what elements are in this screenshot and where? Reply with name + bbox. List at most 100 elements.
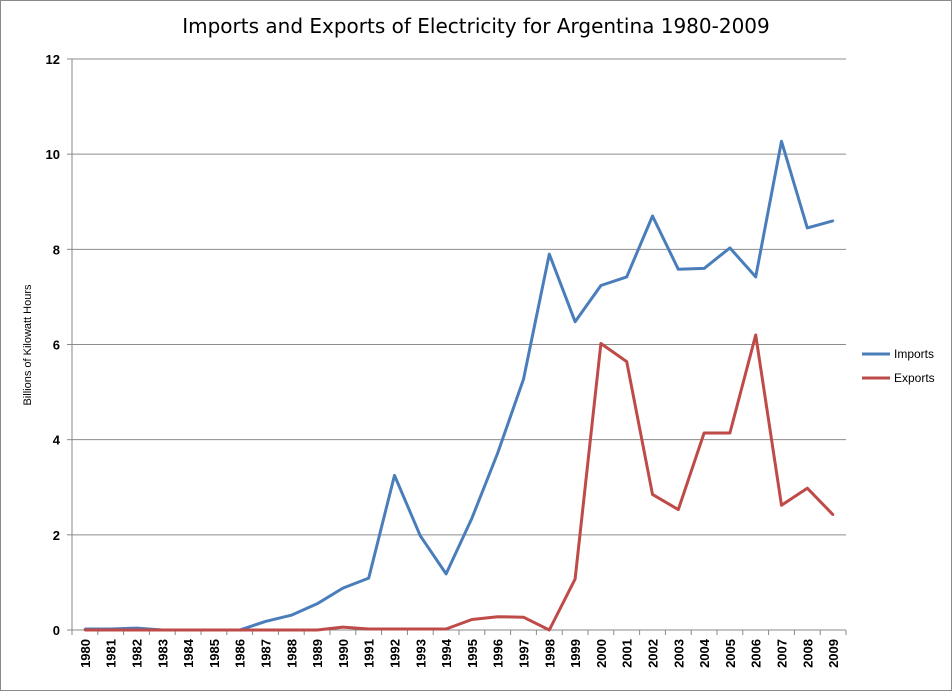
x-tick-label: 1984 (181, 638, 196, 668)
legend-label: Exports (894, 371, 935, 385)
x-tick-label: 1995 (465, 639, 480, 668)
data-point-imports (831, 219, 835, 222)
data-point-exports (264, 628, 267, 632)
y-tick-label: 2 (53, 528, 60, 543)
data-point-exports (599, 342, 603, 345)
y-axis-ticks: 0 2 4 6 8 10 12 (46, 52, 72, 638)
data-point-imports (522, 378, 525, 381)
x-tick-label: 1998 (542, 639, 557, 668)
x-tick-label: 1993 (413, 639, 428, 668)
data-point-exports (341, 625, 345, 629)
data-point-imports (677, 268, 680, 271)
x-tick-label: 2007 (775, 639, 790, 668)
y-tick-label: 12 (46, 52, 60, 67)
data-point-exports (651, 493, 654, 496)
x-tick-label: 1986 (233, 639, 248, 668)
data-point-imports (496, 451, 499, 455)
data-point-exports (806, 487, 809, 490)
data-point-imports (290, 614, 293, 617)
data-point-exports (444, 627, 448, 631)
data-point-exports (496, 615, 499, 618)
data-point-exports (315, 628, 319, 632)
x-tick-label: 1999 (568, 639, 583, 668)
data-point-imports (702, 267, 706, 270)
x-tick-label: 1985 (207, 639, 222, 668)
data-point-exports (625, 360, 628, 363)
data-point-exports (470, 618, 474, 621)
legend: Imports Exports (862, 347, 935, 385)
data-point-exports (393, 627, 396, 631)
data-point-imports (264, 620, 267, 623)
data-point-imports (470, 516, 474, 520)
x-tick-label: 2002 (646, 639, 661, 668)
data-point-exports (548, 628, 551, 632)
data-point-exports (290, 628, 293, 632)
x-tick-label: 2006 (749, 639, 764, 668)
data-point-exports (728, 431, 732, 435)
x-tick-label: 1990 (336, 639, 351, 668)
data-point-imports (573, 320, 577, 323)
x-tick-label: 1982 (130, 639, 145, 668)
x-tick-label: 1987 (259, 639, 274, 668)
data-point-exports (83, 628, 87, 632)
data-point-exports (419, 627, 422, 631)
x-tick-label: 1991 (362, 639, 377, 668)
data-point-imports (419, 534, 422, 537)
data-point-imports (444, 572, 448, 576)
data-point-exports (831, 513, 835, 517)
data-point-exports (238, 628, 241, 632)
data-point-imports (599, 284, 603, 287)
data-point-exports (367, 627, 370, 631)
data-point-imports (754, 275, 757, 279)
x-tick-label: 2004 (697, 638, 712, 668)
data-point-exports (109, 628, 112, 632)
data-point-exports (702, 431, 706, 435)
data-point-exports (522, 615, 525, 619)
x-tick-label: 2001 (620, 639, 635, 668)
x-tick-label: 1989 (310, 639, 325, 668)
data-point-exports (573, 577, 577, 581)
data-point-exports (135, 628, 138, 632)
data-point-imports (548, 252, 551, 256)
y-tick-label: 6 (53, 338, 60, 353)
data-point-imports (315, 602, 319, 606)
data-point-exports (212, 628, 216, 632)
data-point-imports (780, 140, 783, 143)
series-line-imports (84, 139, 834, 632)
x-tick-label: 2003 (671, 639, 686, 668)
x-tick-label: 2008 (800, 639, 815, 668)
gridlines (71, 58, 846, 631)
data-point-imports (806, 226, 809, 230)
x-tick-label: 2009 (826, 639, 841, 668)
y-axis-label: Billions of Kilowatt Hours (22, 284, 34, 406)
x-tick-label: 1988 (284, 639, 299, 668)
y-tick-label: 8 (53, 242, 60, 257)
x-tick-label: 1980 (78, 639, 93, 668)
x-axis-ticks: 1980 1981 1982 1983 1984 1985 1986 1987 1988 1989… (71, 630, 847, 668)
data-point-exports (186, 628, 190, 632)
data-point-imports (651, 214, 654, 218)
data-point-imports (367, 576, 370, 580)
data-point-imports (341, 586, 345, 590)
data-point-imports (625, 275, 628, 279)
data-point-imports (728, 246, 732, 250)
chart-title: Imports and Exports of Electricity for A… (182, 14, 770, 38)
x-tick-label: 1996 (491, 639, 506, 668)
series-line-exports (84, 333, 835, 632)
series-lines (83, 139, 835, 632)
data-point-exports (677, 508, 680, 511)
legend-label: Imports (894, 347, 934, 361)
x-tick-label: 2000 (594, 639, 609, 668)
y-tick-label: 4 (53, 433, 61, 448)
x-tick-label: 1983 (155, 639, 170, 668)
data-point-imports (393, 474, 396, 477)
x-tick-label: 1981 (104, 639, 119, 668)
y-tick-label: 10 (46, 147, 60, 162)
x-tick-label: 1992 (388, 639, 403, 668)
data-point-exports (161, 628, 164, 632)
data-point-exports (754, 333, 757, 337)
y-tick-label: 0 (53, 623, 60, 638)
x-tick-label: 1994 (439, 638, 454, 668)
